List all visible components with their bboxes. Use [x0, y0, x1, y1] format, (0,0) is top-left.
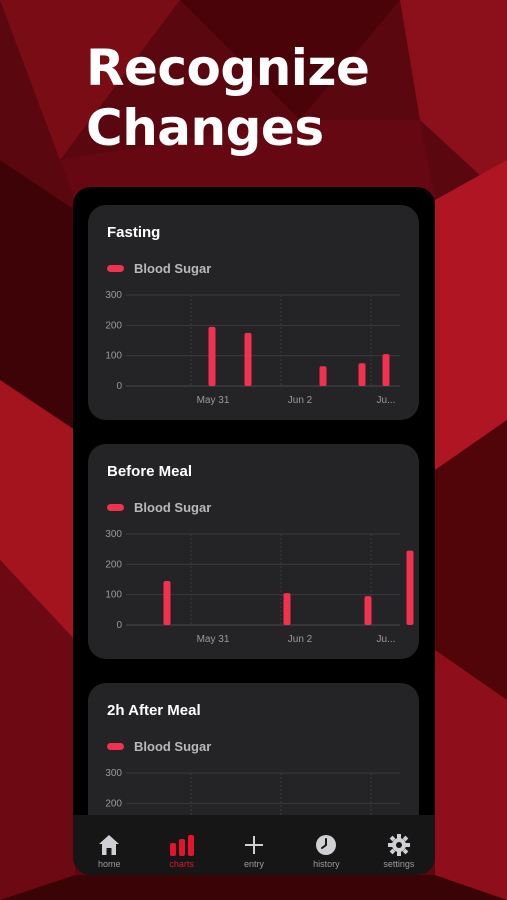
clock-icon: [316, 835, 337, 855]
headline-line-1: Recognize: [86, 39, 370, 97]
chart-card-fasting: 300 200 100 0 May 31 Jun 2 Ju... Fasting Blood…: [88, 205, 419, 420]
tab-label: history: [313, 859, 340, 869]
tab-history[interactable]: history: [290, 815, 362, 875]
data-bar: [406, 550, 414, 625]
card-title: 2h After Meal: [107, 702, 201, 719]
data-bar: [382, 354, 390, 386]
tab-label: entry: [244, 859, 265, 869]
y-tick-label: 300: [105, 529, 122, 540]
y-tick-label: 0: [116, 381, 122, 392]
legend-label: Blood Sugar: [134, 261, 212, 276]
x-tick-label: Jun 2: [288, 634, 313, 645]
tab-label: charts: [169, 859, 194, 869]
house-icon: [99, 835, 120, 855]
y-tick-label: 200: [105, 559, 122, 570]
y-tick-label: 100: [105, 351, 122, 362]
y-tick-label: 200: [105, 798, 122, 809]
x-tick-label: May 31: [197, 634, 230, 645]
data-bar: [358, 363, 366, 386]
data-bar: [208, 326, 216, 386]
x-tick-label: Jun 2: [288, 395, 313, 406]
gear-icon: [387, 834, 410, 856]
tab-label: home: [97, 859, 121, 869]
data-bar: [163, 581, 171, 625]
tab-entry[interactable]: entry: [218, 815, 290, 875]
tab-bar: home charts entry history: [73, 815, 435, 875]
data-bar: [283, 593, 291, 625]
y-tick-label: 300: [105, 768, 122, 779]
legend-swatch: [107, 504, 124, 511]
chart-before-meal: 300 200 100 0 May 31 Jun 2 Ju...: [105, 529, 414, 645]
chart-fasting: 300 200 100 0 May 31 Jun 2 Ju...: [105, 290, 400, 406]
legend-swatch: [107, 265, 124, 272]
tab-settings[interactable]: settings: [363, 815, 435, 875]
legend-label: Blood Sugar: [134, 739, 212, 754]
headline-line-2: Changes: [86, 99, 324, 157]
tab-charts[interactable]: charts: [145, 815, 217, 875]
chart-legend: Blood Sugar: [107, 261, 211, 276]
bar-chart-icon: [169, 835, 194, 856]
phone-screen: 300 200 100 0 May 31 Jun 2 Ju... Fasting Blood…: [73, 187, 435, 875]
card-title: Before Meal: [107, 463, 193, 480]
x-tick-label: May 31: [197, 395, 230, 406]
x-tick-label: Ju...: [377, 395, 396, 406]
tab-label: settings: [383, 859, 415, 869]
y-tick-label: 100: [105, 590, 122, 601]
y-tick-label: 300: [105, 290, 122, 301]
y-tick-label: 0: [116, 620, 122, 631]
chart-card-before-meal: 300 200 100 0 May 31 Jun 2 Ju... Before Meal B…: [88, 444, 419, 659]
legend-label: Blood Sugar: [134, 500, 212, 515]
data-bar: [244, 332, 252, 386]
chart-legend: Blood Sugar: [107, 739, 211, 754]
headline: Recognize Changes: [86, 38, 370, 158]
y-tick-label: 200: [105, 320, 122, 331]
card-title: Fasting: [107, 224, 161, 241]
x-tick-label: Ju...: [377, 634, 396, 645]
plus-icon: [245, 836, 264, 854]
legend-swatch: [107, 743, 124, 750]
chart-legend: Blood Sugar: [107, 500, 211, 515]
tab-home[interactable]: home: [73, 815, 145, 875]
data-bar: [319, 366, 327, 386]
data-bar: [364, 596, 372, 625]
